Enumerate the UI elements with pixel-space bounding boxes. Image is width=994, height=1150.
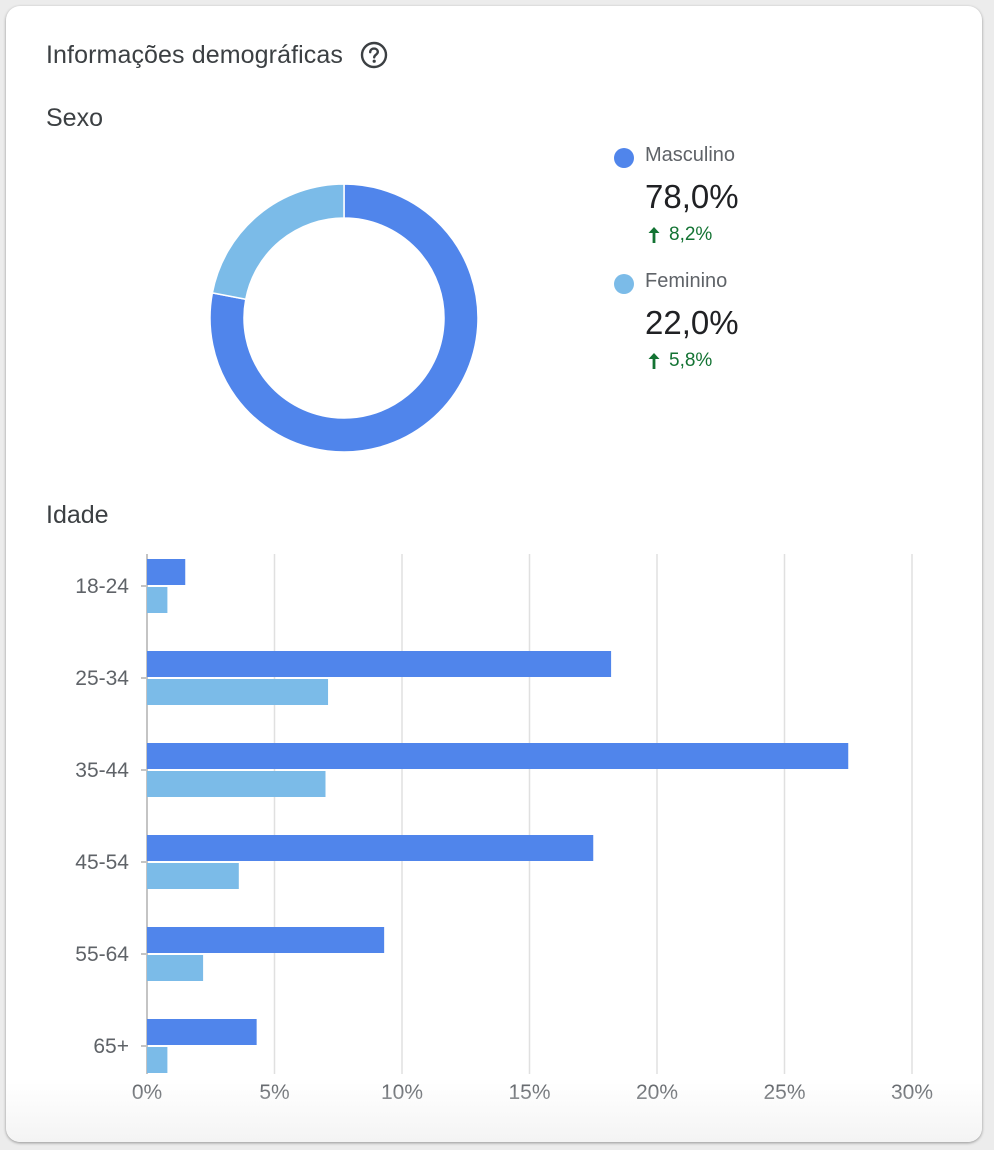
y-tick-label: 45-54 [75, 851, 129, 874]
legend-name: Masculino [645, 144, 736, 166]
legend-value: 22,0% [645, 304, 739, 341]
y-tick-label: 35-44 [75, 759, 129, 782]
donut-slice-masculino[interactable] [209, 183, 479, 453]
bar-masculino-35-44[interactable] [147, 743, 849, 769]
bar-masculino-25-34[interactable] [147, 651, 612, 677]
change-value: 8,2% [669, 224, 713, 245]
bar-masculino-55-64[interactable] [147, 927, 385, 953]
legend-change: 8,2% [647, 224, 712, 246]
legend-value: 78,0% [645, 178, 739, 215]
legend-name: Feminino [645, 270, 728, 292]
gender-section-title: Sexo [46, 104, 103, 132]
bar-masculino-45-54[interactable] [147, 835, 594, 861]
y-tick-label: 18-24 [75, 575, 129, 598]
x-tick-label: 30% [891, 1081, 933, 1104]
arrow-up-icon [648, 353, 660, 369]
legend-dot-masculino [614, 148, 634, 168]
bar-masculino-65+[interactable] [147, 1019, 257, 1045]
demographics-card: Informações demográficas Sexo Masculino … [6, 6, 982, 1142]
age-bar-chart: 0% 5% 10% 15% 20% 25% 30% 18-24 25-34 35-44 45-54 5… [75, 554, 933, 1104]
bar-feminino-35-44[interactable] [147, 771, 326, 797]
x-tick-label: 5% [259, 1081, 289, 1104]
y-tick-label: 55-64 [75, 943, 129, 966]
bar-feminino-55-64[interactable] [147, 955, 204, 981]
gender-donut-chart [209, 183, 479, 453]
y-tick-label: 25-34 [75, 667, 129, 690]
x-tick-label: 10% [381, 1081, 423, 1104]
bar-feminino-25-34[interactable] [147, 679, 329, 705]
donut-slice-feminino[interactable] [211, 183, 345, 301]
bar-masculino-18-24[interactable] [147, 559, 186, 585]
bar-feminino-18-24[interactable] [147, 587, 168, 613]
legend-dot-feminino [614, 274, 634, 294]
bar-feminino-65+[interactable] [147, 1047, 168, 1073]
legend-change: 5,8% [647, 350, 712, 372]
card-header: Informações demográficas [46, 40, 389, 70]
x-tick-label: 20% [636, 1081, 678, 1104]
card-title: Informações demográficas [46, 40, 343, 69]
age-section-title: Idade [46, 501, 109, 529]
y-tick-label: 65+ [93, 1035, 129, 1058]
x-tick-label: 0% [132, 1081, 162, 1104]
arrow-up-icon [648, 227, 660, 243]
help-circle-icon[interactable] [359, 40, 389, 70]
x-tick-label: 15% [508, 1081, 550, 1104]
change-value: 5,8% [669, 350, 713, 371]
bar-feminino-45-54[interactable] [147, 863, 239, 889]
x-tick-label: 25% [763, 1081, 805, 1104]
